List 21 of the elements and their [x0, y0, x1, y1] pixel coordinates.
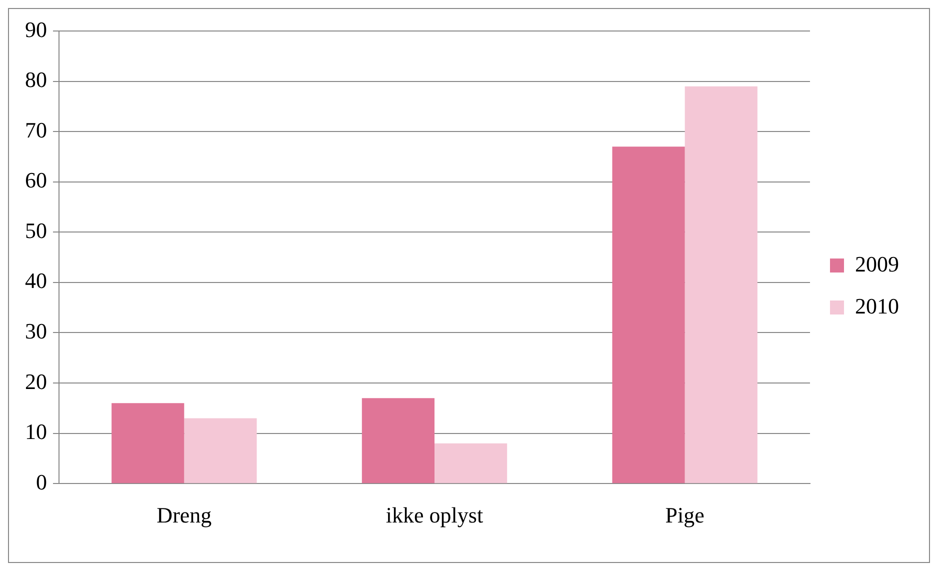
- bar: [684, 86, 758, 484]
- y-tick-label: 70: [25, 117, 47, 142]
- y-tick-label: 30: [25, 318, 47, 344]
- y-tick-label: 10: [25, 419, 47, 444]
- bar: [184, 418, 257, 484]
- x-tick-label: Dreng: [156, 502, 212, 528]
- y-tick-label: 40: [25, 268, 47, 294]
- y-tick-label: 80: [25, 67, 47, 92]
- y-tick-label: 90: [25, 16, 47, 42]
- y-tick-label: 60: [25, 168, 47, 193]
- y-tick-label: 20: [25, 368, 47, 394]
- bar: [434, 443, 508, 484]
- x-tick-label: Pige: [665, 502, 704, 528]
- x-tick-label: ikke oplyst: [386, 502, 484, 528]
- y-tick-label: 0: [36, 469, 47, 494]
- bar: [612, 146, 685, 484]
- legend-label: 2009: [855, 251, 899, 276]
- bar: [362, 398, 434, 484]
- legend-label: 2010: [855, 293, 899, 318]
- y-tick-label: 50: [25, 218, 47, 243]
- bar: [112, 403, 184, 484]
